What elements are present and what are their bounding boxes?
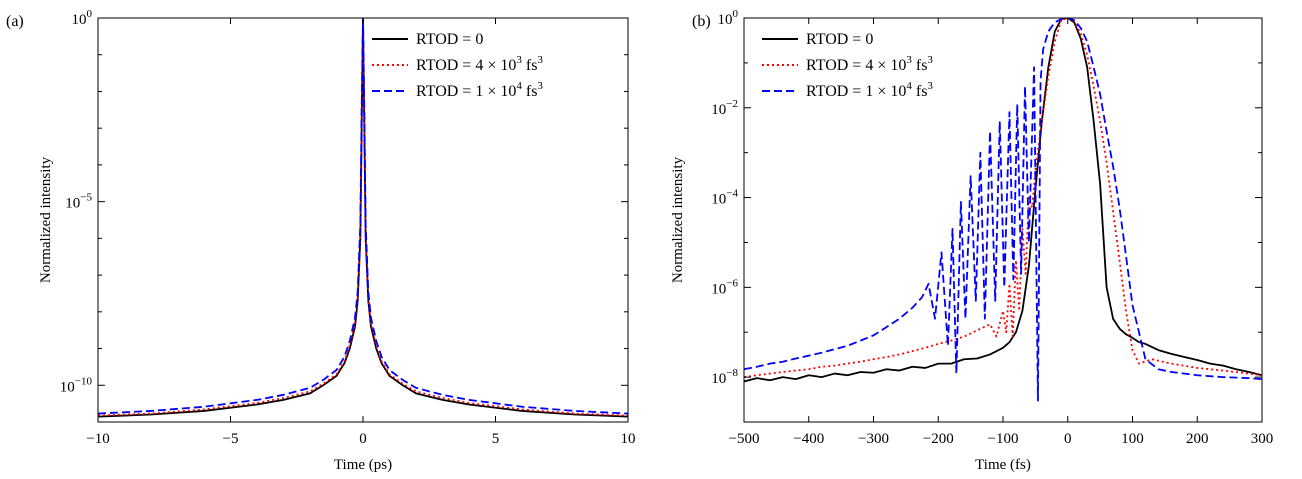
x-tick-label: −200 — [923, 431, 954, 447]
y-tick-label: 10−5 — [65, 192, 92, 212]
legend-entry-1: RTOD = 0 — [416, 31, 483, 48]
x-tick-label: 5 — [492, 431, 500, 447]
series-line-1 — [744, 18, 1262, 383]
x-tick-label: −400 — [793, 431, 824, 447]
x-axis-label: Time (ps) — [334, 457, 392, 473]
y-tick-label: 100 — [72, 8, 93, 28]
legend-entry-3: RTOD = 1 × 104 fs3 — [806, 80, 933, 100]
legend-entry-2: RTOD = 4 × 103 fs3 — [806, 54, 933, 74]
series-group — [744, 18, 1262, 402]
legend: RTOD = 0 RTOD = 4 × 103 fs3 RTOD = 1 × 104… — [762, 31, 933, 100]
legend-entry-2: RTOD = 4 × 103 fs3 — [416, 54, 543, 74]
panel-label: (b) — [692, 13, 711, 30]
series-line-3 — [744, 18, 1262, 402]
y-tick-label: 10−4 — [711, 188, 738, 208]
x-tick-label: 100 — [1121, 431, 1144, 447]
x-axis-label: Time (fs) — [975, 457, 1031, 473]
x-tick-label: −300 — [858, 431, 889, 447]
x-tick-label: 0 — [359, 431, 367, 447]
y-tick-label: 10−10 — [60, 375, 93, 395]
series-line-1 — [98, 18, 628, 418]
series-line-2 — [744, 18, 1262, 379]
x-tick-label: −100 — [988, 431, 1019, 447]
legend-entry-3: RTOD = 1 × 104 fs3 — [416, 80, 543, 100]
series-group — [98, 18, 628, 418]
legend: RTOD = 0 RTOD = 4 × 103 fs3 RTOD = 1 × 104… — [372, 31, 543, 100]
y-tick-label: 100 — [718, 8, 739, 28]
x-tick-label: −5 — [223, 431, 239, 447]
panel-a: −10 −5 0 5 10 100 10−5 10−10 Time (ps) Normalized… — [6, 8, 636, 473]
y-axis-label: Normalized intensity — [670, 156, 686, 283]
series-line-3 — [98, 18, 628, 415]
x-tick-label: 10 — [621, 431, 636, 447]
series-line-2 — [98, 18, 628, 417]
x-tick-label: 200 — [1186, 431, 1209, 447]
y-axis-label: Normalized intensity — [38, 156, 54, 283]
x-tick-label: 0 — [1064, 431, 1072, 447]
y-tick-label: 10−8 — [711, 367, 738, 387]
legend-entry-1: RTOD = 0 — [806, 31, 873, 48]
x-tick-label: −10 — [86, 431, 109, 447]
x-tick-label: 300 — [1251, 431, 1274, 447]
panel-b: −500 −400 −300 −200 −100 0 100 200 300 100 10−2 10−… — [670, 8, 1273, 473]
y-tick-label: 10−2 — [711, 98, 738, 118]
x-tick-label: −500 — [729, 431, 760, 447]
panel-label: (a) — [6, 13, 24, 30]
y-tick-label: 10−6 — [711, 277, 738, 297]
